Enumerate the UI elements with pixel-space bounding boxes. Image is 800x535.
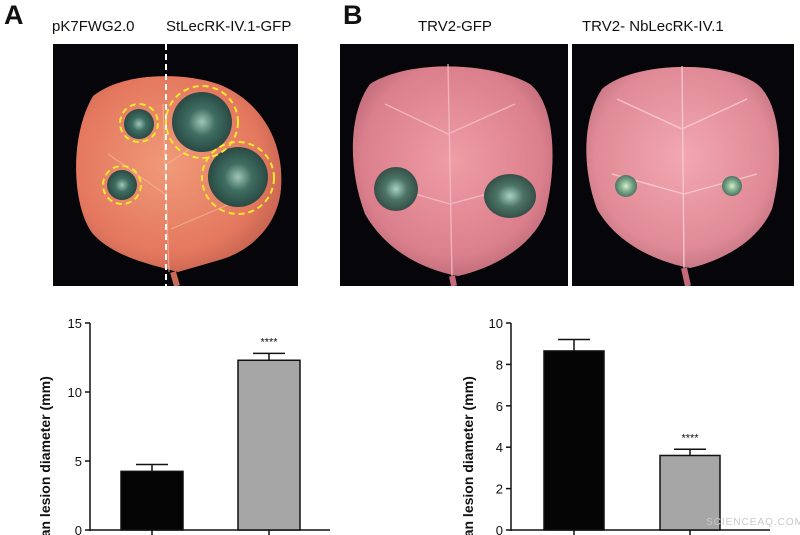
chart-b-y-tick-label: 2 [496,482,503,497]
chart-b-y-tick-label: 0 [496,523,503,535]
chart-a-significance: **** [260,336,278,348]
photo-label-b-left: TRV2-GFP [418,18,492,35]
chart-b-y-tick-label: 4 [496,440,503,455]
photo-label-a-right: StLecRK-IV.1-GFP [166,18,292,35]
chart-a-svg: 0 5 10 15 Mean lesion diameter (mm) **** [37,316,330,535]
chart-b-bar [543,350,605,531]
chart-a-y-tick-label: 10 [68,385,82,400]
chart-a-bar [237,359,301,531]
photo-label-b-right: TRV2- NbLecRK-IV.1 [582,18,724,35]
leaf-photo-b-right [572,44,794,286]
lesions-a [107,92,268,207]
leaf-petiole [170,271,180,286]
chart-a-y-tick-label: 15 [68,316,82,331]
chart-b-svg: 0 2 4 6 8 10 Mean lesion diameter (mm) **** [460,316,770,535]
leaf-photo-b-left [340,44,568,286]
watermark: SCIENCEAQ.COM [706,517,800,528]
chart-b-y-tick-label: 6 [496,399,503,414]
leaf-photo-a [53,44,298,286]
chart-b: 0 2 4 6 8 10 Mean lesion diameter (mm) **** [440,300,800,535]
chart-b-y-axis-label: Mean lesion diameter (mm) [460,376,476,535]
chart-b-y-tick-label: 8 [496,357,503,372]
highlight-circles [102,85,275,215]
chart-a: 0 5 10 15 Mean lesion diameter (mm) **** [0,300,340,535]
chart-a-y-tick-label: 0 [75,523,82,535]
panel-a-letter: A [4,0,24,30]
chart-b-significance: **** [681,432,699,444]
chart-a-y-tick-label: 5 [75,454,82,469]
photo-separator [568,44,572,286]
chart-a-bar [120,470,184,531]
chart-b-y-tick-label: 10 [489,316,503,331]
photo-label-a-left: pK7FWG2.0 [52,18,135,35]
chart-a-y-axis-label: Mean lesion diameter (mm) [37,376,53,535]
panel-b-letter: B [343,0,363,30]
